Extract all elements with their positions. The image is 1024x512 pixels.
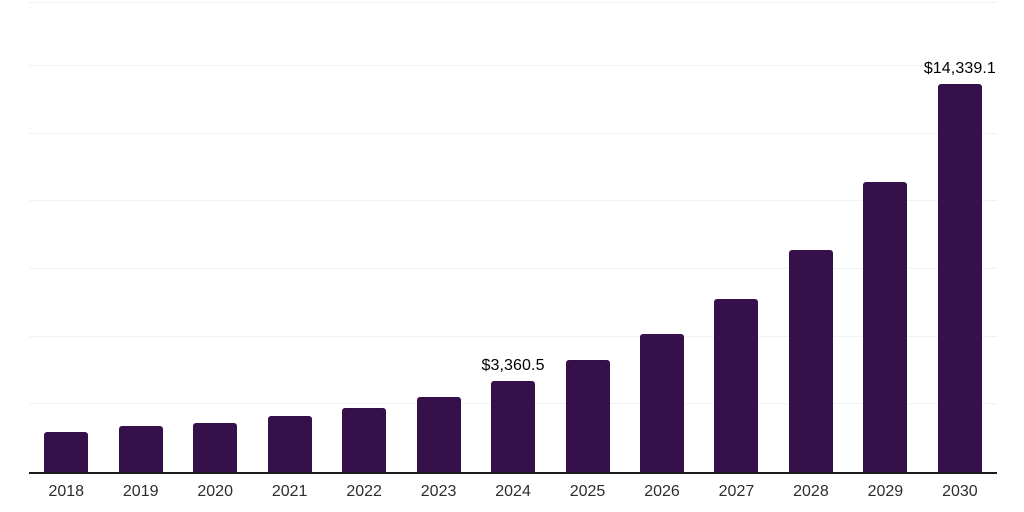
x-tick-2022: 2022 (346, 483, 382, 500)
bar-2028[interactable] (788, 250, 833, 472)
x-axis-labels: 2018 2019 2020 2021 2022 2023 2024 2025 2026 2027… (29, 473, 997, 501)
x-tick-2029: 2029 (867, 483, 904, 500)
bar-slot-2024: $3,360.5 (476, 3, 550, 472)
bar-2018[interactable] (44, 431, 89, 472)
bar-slot-2021 (252, 3, 326, 472)
data-label-2024: $3,360.5 (481, 357, 545, 374)
gridline-12500 (29, 132, 997, 134)
bar-slot-2027 (699, 3, 773, 472)
bar-slot-2018 (29, 3, 103, 472)
bar-slot-2020 (178, 3, 252, 472)
x-tick-2019: 2019 (122, 483, 159, 500)
x-tick-2021: 2021 (271, 483, 308, 500)
bar-slot-2030: $14,339.1 (923, 3, 997, 472)
bar-2027[interactable] (714, 299, 759, 472)
x-tick-2024: 2024 (495, 483, 531, 500)
bar-2025[interactable] (565, 360, 610, 472)
bar-2020[interactable] (193, 422, 238, 472)
bar-slot-2029 (848, 3, 922, 472)
plot-area: $3,360.5 $14,339.1 (29, 2, 997, 474)
gridline-7500 (29, 267, 997, 269)
gridline-10000 (29, 200, 997, 202)
x-tick-2018: 2018 (48, 483, 85, 500)
x-tick-2027: 2027 (718, 483, 755, 500)
bar-2023[interactable] (416, 396, 461, 472)
gridline-5000 (29, 335, 997, 337)
x-tick-2030: 2030 (942, 483, 978, 500)
x-tick-2020: 2020 (197, 483, 233, 500)
bar-slot-2022 (327, 3, 401, 472)
bar-2021[interactable] (267, 415, 312, 472)
x-tick-2028: 2028 (793, 483, 829, 500)
bar-2022[interactable] (342, 408, 387, 472)
gridline-15000 (29, 64, 997, 66)
bar-slot-2023 (401, 3, 475, 472)
x-axis-line (29, 472, 997, 474)
bar-2019[interactable] (118, 425, 163, 472)
bar-slot-2028 (774, 3, 848, 472)
bar-2024[interactable] (491, 381, 536, 472)
bar-slot-2026 (625, 3, 699, 472)
bar-2029[interactable] (863, 181, 908, 472)
x-tick-2023: 2023 (420, 483, 457, 500)
x-tick-2025: 2025 (569, 483, 606, 500)
bars-container: $3,360.5 $14,339.1 (29, 3, 997, 472)
data-label-2030: $14,339.1 (923, 59, 996, 77)
bar-slot-2025 (550, 3, 624, 472)
bar-2026[interactable] (639, 334, 684, 472)
bar-2030[interactable] (937, 83, 982, 472)
bar-slot-2019 (103, 3, 177, 472)
x-tick-2026: 2026 (644, 483, 680, 500)
